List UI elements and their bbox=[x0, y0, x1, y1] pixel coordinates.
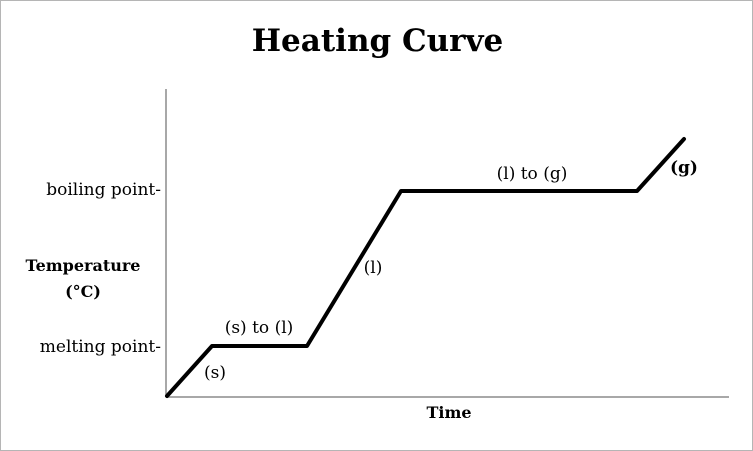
y-axis-title: Temperature (°C) bbox=[9, 253, 157, 305]
melting-point-label: melting point- bbox=[40, 337, 161, 357]
phase-label-liquid: (l) bbox=[364, 258, 383, 278]
y-axis-title-line2: (°C) bbox=[65, 282, 101, 301]
y-axis-title-line1: Temperature bbox=[25, 256, 141, 275]
phase-label-gas: (g) bbox=[670, 158, 698, 178]
boiling-point-label: boiling point- bbox=[46, 180, 161, 200]
diagram-title: Heating Curve bbox=[251, 23, 504, 59]
phase-label-solid: (s) bbox=[204, 363, 226, 383]
heating-curve-line bbox=[165, 137, 686, 398]
phase-label-liquid-to-gas: (l) to (g) bbox=[497, 164, 568, 184]
x-axis-title: Time bbox=[426, 403, 472, 422]
phase-label-solid-to-liquid: (s) to (l) bbox=[225, 318, 294, 338]
